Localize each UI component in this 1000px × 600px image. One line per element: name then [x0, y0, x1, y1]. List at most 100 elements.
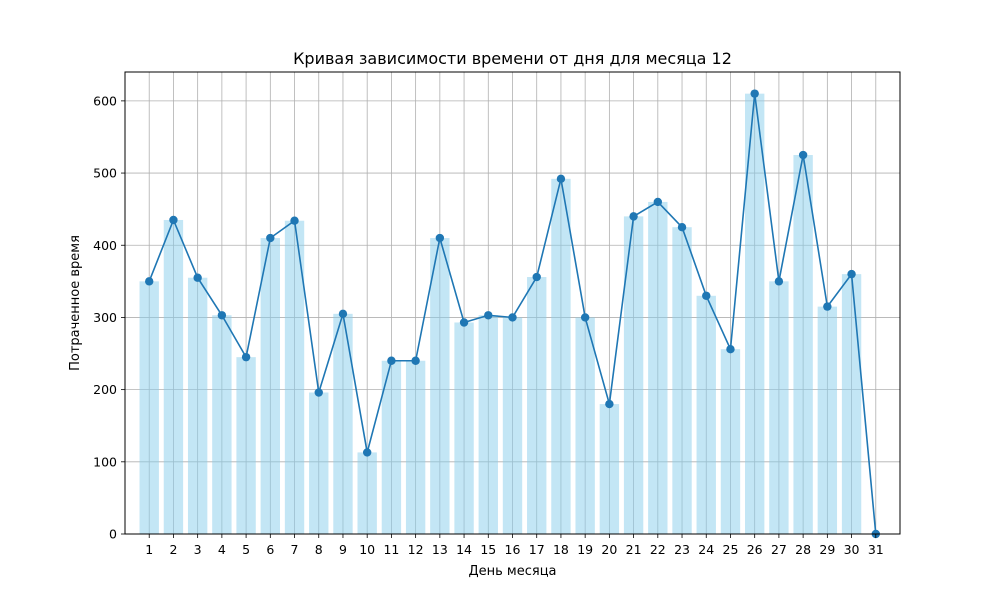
point-day-19	[580, 313, 590, 322]
bar-day-10	[357, 452, 377, 534]
x-tick-label-6: 6	[266, 542, 274, 557]
y-tick-label-100: 100	[93, 454, 117, 469]
bar-day-11	[381, 360, 402, 534]
point-day-16	[508, 313, 517, 322]
x-tick-label-26: 26	[747, 542, 763, 557]
x-tick-label-12: 12	[408, 542, 424, 557]
bar-day-17	[527, 277, 547, 534]
point-day-11	[387, 356, 396, 365]
point-day-15	[484, 311, 493, 320]
point-day-20	[605, 399, 614, 409]
bar-day-21	[623, 216, 644, 534]
bar-day-27	[769, 281, 789, 534]
bar-day-14	[454, 322, 474, 534]
point-day-13	[435, 233, 445, 243]
bar-day-24	[696, 295, 716, 534]
bar-day-28	[793, 155, 813, 534]
x-tick-label-13: 13	[432, 542, 448, 557]
point-day-22	[653, 197, 663, 207]
x-tick-label-23: 23	[674, 542, 690, 557]
x-tick-label-15: 15	[480, 542, 496, 557]
y-tick-label-600: 600	[93, 93, 117, 108]
x-tick-label-25: 25	[723, 542, 739, 557]
y-tick-label-200: 200	[93, 382, 117, 397]
bar-day-18	[551, 178, 571, 534]
point-day-21	[629, 212, 638, 221]
y-tick-label-500: 500	[93, 166, 117, 181]
bar-day-20	[599, 404, 620, 534]
y-tick-label-300: 300	[93, 310, 117, 325]
point-day-1	[145, 277, 154, 286]
bar-day-29	[817, 306, 838, 534]
bar-day-1	[139, 281, 159, 534]
bar-day-23	[672, 227, 692, 534]
bar-day-15	[478, 315, 498, 534]
x-tick-label-8: 8	[315, 542, 323, 557]
bar-day-12	[405, 360, 426, 534]
bar-day-30	[841, 274, 862, 534]
bar-day-16	[502, 317, 523, 534]
x-tick-label-27: 27	[771, 542, 787, 557]
bar-day-6	[260, 238, 280, 534]
point-day-29	[823, 302, 832, 311]
point-day-4	[217, 311, 227, 320]
y-tick-label-400: 400	[93, 238, 117, 253]
bar-day-22	[648, 201, 668, 534]
x-tick-label-11: 11	[383, 542, 399, 557]
x-tick-label-16: 16	[505, 542, 521, 557]
bar-day-19	[575, 317, 595, 534]
point-day-7	[290, 216, 299, 225]
x-tick-label-21: 21	[626, 542, 642, 557]
bar-layer	[139, 93, 862, 535]
x-tick-label-30: 30	[844, 542, 860, 557]
bar-day-9	[333, 313, 353, 534]
point-day-18	[556, 174, 566, 184]
bar-day-3	[187, 277, 208, 534]
point-day-10	[362, 448, 372, 457]
x-tick-label-1: 1	[145, 542, 153, 557]
x-tick-label-7: 7	[291, 542, 299, 557]
x-tick-label-9: 9	[339, 542, 347, 557]
x-tick-label-19: 19	[577, 542, 593, 557]
x-tick-label-28: 28	[795, 542, 811, 557]
x-tick-label-29: 29	[819, 542, 835, 557]
point-day-3	[193, 273, 202, 282]
point-day-27	[774, 277, 784, 286]
point-day-30	[847, 269, 856, 279]
bar-day-13	[430, 238, 450, 534]
x-tick-label-31: 31	[868, 542, 884, 557]
x-tick-label-22: 22	[650, 542, 666, 557]
x-tick-label-20: 20	[601, 542, 617, 557]
x-tick-label-24: 24	[698, 542, 714, 557]
point-day-6	[266, 233, 275, 243]
point-day-28	[798, 150, 808, 160]
x-tick-label-4: 4	[218, 542, 226, 557]
point-day-8	[314, 388, 323, 397]
point-day-14	[459, 318, 469, 327]
x-tick-label-18: 18	[553, 542, 569, 557]
point-day-17	[532, 272, 541, 282]
x-tick-label-2: 2	[169, 542, 177, 557]
point-day-2	[169, 215, 178, 225]
bar-day-7	[284, 220, 305, 535]
point-day-9	[338, 309, 348, 319]
x-tick-label-17: 17	[529, 542, 545, 557]
point-day-26	[750, 89, 759, 98]
bar-day-5	[236, 357, 256, 534]
x-tick-label-5: 5	[242, 542, 250, 557]
bar-day-4	[212, 315, 232, 534]
point-day-5	[241, 352, 251, 362]
x-tick-label-3: 3	[194, 542, 202, 557]
x-tick-label-10: 10	[359, 542, 375, 557]
bar-day-2	[163, 219, 184, 534]
bar-day-25	[720, 349, 741, 534]
y-axis-ticks: 0 100 200 300 400 500 600	[93, 93, 125, 542]
x-axis-label: День месяца	[468, 564, 556, 579]
point-day-12	[411, 356, 420, 365]
point-day-23	[677, 223, 687, 232]
bar-day-26	[745, 93, 765, 534]
bar-day-8	[309, 392, 329, 534]
point-day-25	[726, 345, 735, 354]
